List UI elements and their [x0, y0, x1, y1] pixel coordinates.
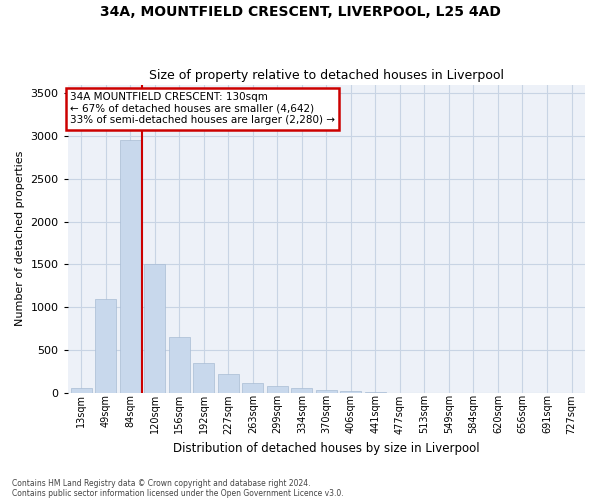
Text: Contains public sector information licensed under the Open Government Licence v3: Contains public sector information licen…: [12, 488, 344, 498]
Y-axis label: Number of detached properties: Number of detached properties: [15, 151, 25, 326]
Bar: [145, 264, 165, 393]
Bar: [340, 392, 361, 393]
Bar: [267, 386, 288, 393]
Text: 34A MOUNTFIELD CRESCENT: 130sqm
← 67% of detached houses are smaller (4,642)
33%: 34A MOUNTFIELD CRESCENT: 130sqm ← 67% of…: [70, 92, 335, 126]
Bar: [95, 298, 116, 393]
X-axis label: Distribution of detached houses by size in Liverpool: Distribution of detached houses by size …: [173, 442, 479, 455]
Bar: [193, 363, 214, 393]
Title: Size of property relative to detached houses in Liverpool: Size of property relative to detached ho…: [149, 69, 504, 82]
Bar: [316, 390, 337, 393]
Bar: [169, 337, 190, 393]
Bar: [218, 374, 239, 393]
Bar: [120, 140, 140, 393]
Bar: [292, 388, 312, 393]
Bar: [71, 388, 92, 393]
Text: Contains HM Land Registry data © Crown copyright and database right 2024.: Contains HM Land Registry data © Crown c…: [12, 478, 311, 488]
Text: 34A, MOUNTFIELD CRESCENT, LIVERPOOL, L25 4AD: 34A, MOUNTFIELD CRESCENT, LIVERPOOL, L25…: [100, 5, 500, 19]
Bar: [242, 384, 263, 393]
